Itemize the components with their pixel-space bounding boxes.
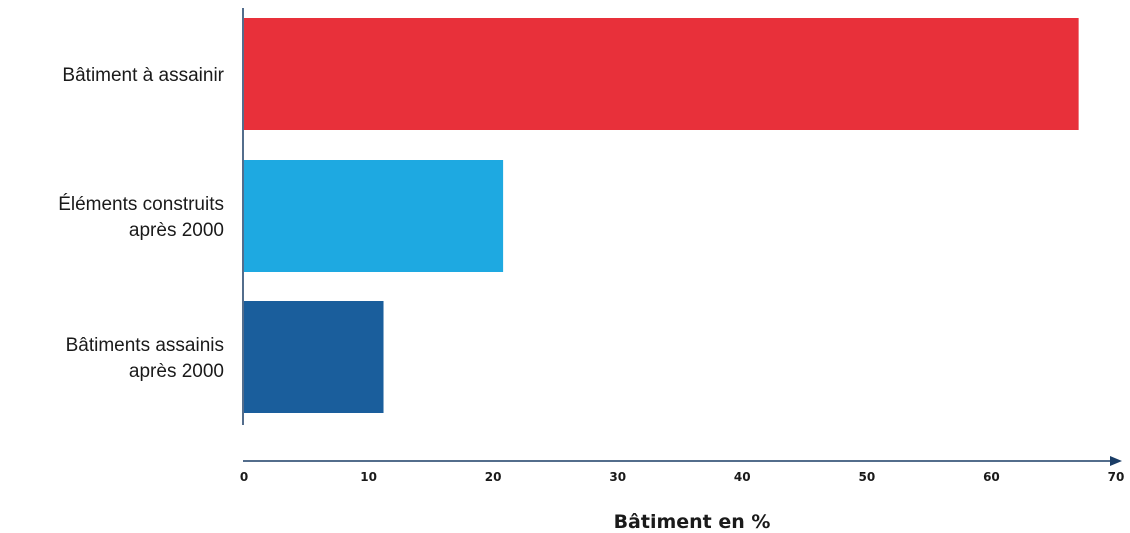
category-labels: Bâtiment à assainir Éléments construits ap… (58, 65, 224, 382)
bar-3 (244, 301, 384, 413)
category-label-1-line-1: Bâtiment à assainir (62, 65, 224, 86)
x-tick-label-0: 0 (240, 470, 248, 484)
x-tick-label-50: 50 (859, 470, 876, 484)
x-tick-label-40: 40 (734, 470, 751, 484)
category-label-2-line-1: Éléments construits (58, 194, 224, 215)
x-tick-label-70: 70 (1108, 470, 1125, 484)
category-label-2-line-2: après 2000 (129, 220, 224, 241)
x-tick-labels: 0 10 20 30 40 50 60 70 (240, 470, 1125, 484)
x-tick-label-20: 20 (485, 470, 502, 484)
bar-2 (244, 160, 504, 272)
x-tick-label-60: 60 (983, 470, 1000, 484)
category-label-3-line-1: Bâtiments assainis (66, 335, 224, 356)
x-tick-label-10: 10 (360, 470, 377, 484)
bars-group (244, 18, 1079, 413)
x-axis-arrowhead (1110, 456, 1122, 466)
category-label-3-line-2: après 2000 (129, 361, 224, 382)
x-tick-label-30: 30 (609, 470, 626, 484)
bar-1 (244, 18, 1079, 130)
x-axis-title: Bâtiment en % (614, 511, 771, 533)
